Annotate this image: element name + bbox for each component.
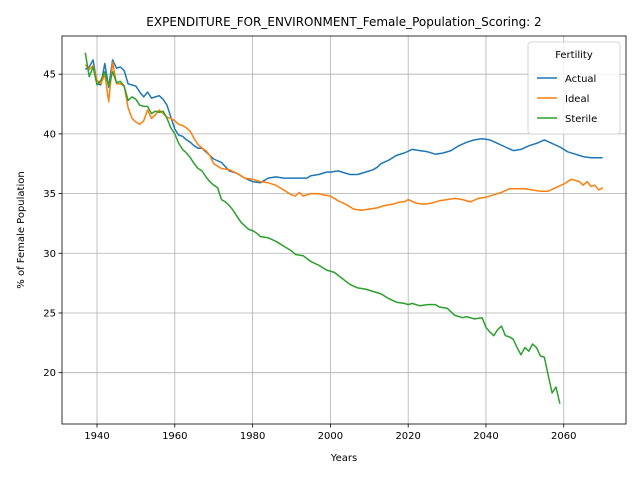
legend-label-ideal: Ideal [565, 94, 589, 105]
legend: Fertility Actual Ideal Sterile [528, 42, 620, 134]
x-tick-label: 2000 [318, 431, 343, 442]
y-axis-label: % of Female Population [16, 171, 27, 288]
y-tick-label: 20 [43, 368, 56, 379]
y-tick-label: 30 [43, 249, 56, 260]
x-tick-label: 2020 [395, 431, 420, 442]
x-tick-label: 1960 [162, 431, 187, 442]
x-tick-label: 2060 [551, 431, 576, 442]
legend-label-actual: Actual [565, 74, 596, 85]
y-tick-label: 45 [43, 70, 56, 81]
x-tick-label: 1940 [84, 431, 109, 442]
y-tick-label: 25 [43, 308, 56, 319]
chart-title: EXPENDITURE_FOR_ENVIRONMENT_Female_Popul… [146, 15, 541, 29]
y-tick-label: 35 [43, 189, 56, 200]
legend-label-sterile: Sterile [565, 114, 597, 125]
x-axis-label: Years [330, 453, 357, 464]
y-tick-label: 40 [43, 129, 56, 140]
x-tick-label: 1980 [240, 431, 265, 442]
x-tick-label: 2040 [473, 431, 498, 442]
legend-title: Fertility [555, 50, 593, 61]
